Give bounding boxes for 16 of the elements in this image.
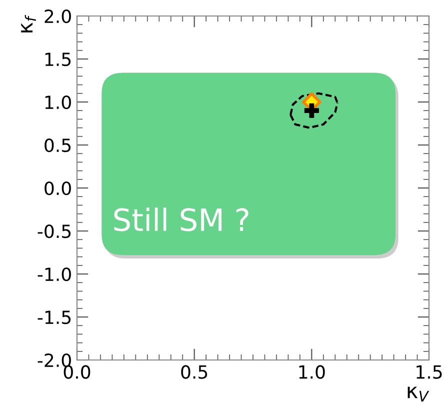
y-tick-label: 0.5 [44,138,71,152]
y-tick-label: -0.5 [38,224,71,238]
y-tick-label: 1.0 [45,95,71,110]
y-tick-label: 2.0 [44,9,71,24]
y-tick-label: 1.5 [45,52,71,66]
annotation: Still SM ? [114,208,248,232]
x-axis-title: κ$_{V}$ [408,386,430,402]
y-axis-title: κ$_{f}$ [21,14,36,32]
y-tick-label: -1.5 [38,310,71,324]
y-tick-label: 0.0 [44,181,71,196]
x-tick-label: 0.5 [181,365,208,379]
y-tick-label: -1.0 [38,267,71,282]
x-tick-label: 1.5 [416,365,442,379]
x-tick-label: 0.0 [64,365,90,379]
x-tick-label: 1.0 [299,365,325,379]
y-tick-label: -2.0 [38,353,71,368]
